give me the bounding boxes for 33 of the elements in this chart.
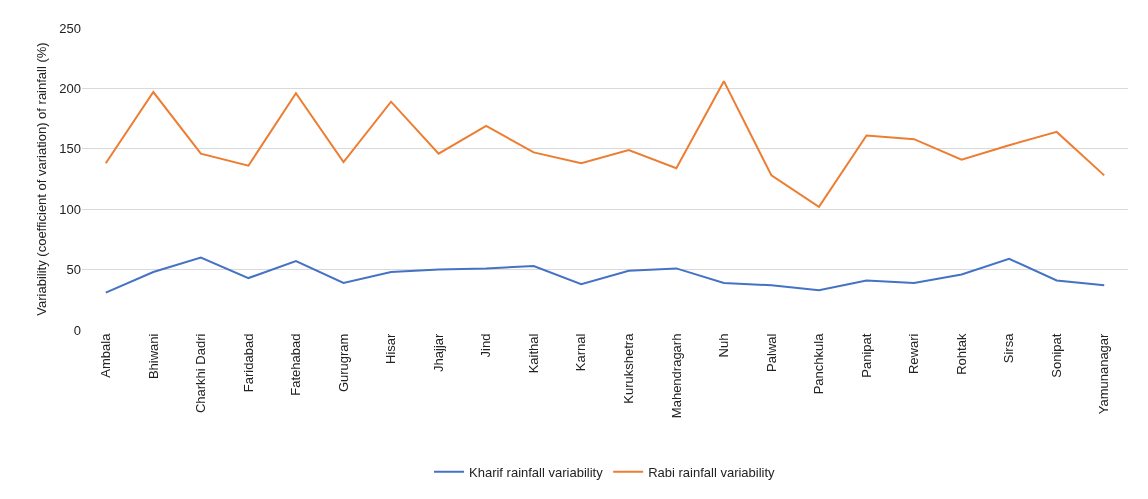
y-tick-label: 150 [59,141,81,157]
x-tick-label: Hisar [383,332,399,364]
x-tick-label: Kaithal [525,333,541,374]
x-tick-label: Sonipat [1048,333,1064,378]
x-tick-label: Jind [478,333,494,358]
x-tick-label: Yamunanagar [1096,332,1112,415]
x-tick-label: Charkhi Dadri [193,333,209,414]
x-tick-label: Mahendragarh [668,333,684,419]
x-tick-label: Jhajjar [430,332,446,372]
x-tick-label: Kurukshetra [620,332,636,404]
x-tick-label: Rohtak [953,333,969,375]
x-tick-label: Karnal [573,333,589,372]
y-tick-label: 200 [59,80,81,96]
line-series [104,256,1106,294]
y-tick-label: 250 [59,20,81,36]
legend-label: Rabi rainfall variability [648,464,776,480]
y-tick-label: 0 [73,322,81,338]
y-axis-title: Variability (coefficient of variation) of rainfall (%) [34,42,49,316]
x-tick-label: Sirsa [1001,332,1017,364]
x-tick-label: Faridabad [240,333,256,393]
y-tick-label: 50 [66,262,81,278]
x-tick-label: Fatehabad [288,333,304,396]
x-tick-label: Nuh [716,333,732,358]
x-tick-label: Palwal [763,333,779,372]
x-tick-label: Panipat [858,333,874,378]
legend-label: Kharif rainfall variability [469,464,604,480]
x-tick-label: Gurugram [335,333,351,393]
x-tick-label: Panchkula [811,332,827,395]
line-series [104,80,1106,208]
x-tick-label: Bhiwani [145,333,161,380]
x-tick-label: Ambala [97,332,113,378]
y-tick-label: 100 [59,201,81,217]
x-tick-label: Rewari [906,333,922,375]
